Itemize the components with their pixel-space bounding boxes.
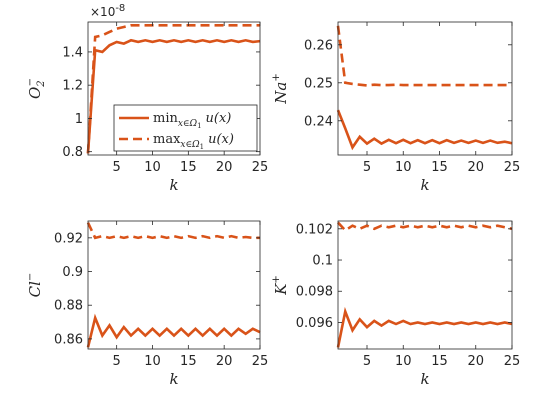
- y-axis-label-text: Na+: [271, 73, 290, 104]
- series-line-min: [336, 109, 513, 151]
- y-tick-label: 1.2: [62, 79, 83, 94]
- x-tick-label: 15: [431, 354, 448, 369]
- y-tick-label: 0.1: [312, 254, 333, 269]
- axes-box: [337, 220, 513, 350]
- y-exponent-label: ×10-8: [90, 3, 125, 19]
- series-line-min: [86, 313, 261, 348]
- y-axis-label-main: Cl: [26, 281, 44, 297]
- x-tick-label: 25: [504, 160, 521, 175]
- y-axis-label-sup: +: [271, 73, 282, 81]
- x-tick-label: 15: [180, 354, 197, 369]
- legend: minx∈Ω1 u(x)maxx∈Ω1 u(x): [113, 104, 258, 152]
- y-tick-label: 0.26: [304, 38, 333, 53]
- y-axis-label-text: Cl−: [25, 273, 44, 298]
- x-tick-label: 25: [252, 354, 269, 369]
- legend-box: [113, 104, 258, 152]
- y-axis-label-main: O: [26, 87, 44, 99]
- chart-panel-2: 5 10 15 20 25 0.24 0.25 0.26 k Na+: [271, 21, 521, 194]
- x-tick-label: 10: [395, 160, 412, 175]
- x-axis-label: k: [420, 370, 429, 388]
- y-tick-label: 0.9: [62, 265, 83, 280]
- x-tick-label: 5: [363, 160, 371, 175]
- y-axis-label: K+: [271, 275, 290, 296]
- y-axis-label: Na+: [271, 73, 290, 104]
- axes-box: [87, 220, 261, 350]
- plot-area: [338, 22, 512, 155]
- chart-panel-3: 5 10 15 20 25 0.86 0.88 0.9 0.92 k Cl−: [25, 220, 269, 388]
- legend-sub: x∈Ω: [178, 119, 198, 129]
- x-tick-label: 25: [504, 354, 521, 369]
- y-tick-label: 0.098: [296, 285, 333, 300]
- x-tick-label: 20: [216, 354, 233, 369]
- y-axis-label: O2−: [25, 78, 47, 99]
- y-axis-label-sup: −: [25, 78, 36, 86]
- series-line-max: [86, 222, 260, 240]
- legend-op: min: [153, 111, 178, 126]
- y-tick-label: 0.25: [304, 76, 333, 91]
- series-line-max: [86, 24, 260, 154]
- legend-subsub: 1: [197, 122, 201, 130]
- series-line-max: [337, 221, 513, 233]
- y-axis-label: Cl−: [25, 273, 44, 298]
- chart-panel-4: 5 10 15 20 25 0.096 0.098 0.1 0.102 k K+: [271, 220, 521, 388]
- y-axis-label-text: K+: [271, 275, 290, 296]
- x-tick-label: 5: [113, 354, 121, 369]
- y-tick-label: 0.86: [54, 332, 83, 347]
- y-axis-label-sub: 2: [36, 80, 47, 87]
- y-axis-label-main: Na: [272, 82, 290, 105]
- legend-label-max: maxx∈Ω1 u(x): [153, 132, 234, 151]
- y-tick-label: 0.096: [296, 316, 333, 331]
- y-exponent-base: ×10: [90, 5, 115, 19]
- x-tick-label: 15: [180, 160, 197, 175]
- legend-op: max: [153, 132, 181, 147]
- y-tick-label: 0.92: [54, 231, 83, 246]
- legend-expr: u(x): [208, 132, 234, 147]
- y-tick-label: 0.8: [62, 145, 83, 160]
- y-tick-label: 1.4: [62, 45, 83, 60]
- x-tick-label: 10: [144, 354, 161, 369]
- x-tick-label: 20: [467, 354, 484, 369]
- x-tick-label: 5: [363, 354, 371, 369]
- y-tick-label: 0.24: [304, 114, 333, 129]
- legend-label-min: minx∈Ω1 u(x): [153, 111, 231, 130]
- x-tick-label: 15: [431, 160, 448, 175]
- plot-area: [88, 221, 260, 349]
- y-exponent-power: -8: [115, 3, 125, 14]
- y-tick-label: 0.88: [54, 299, 83, 314]
- x-tick-label: 20: [467, 160, 484, 175]
- y-tick-label: 1: [75, 112, 83, 127]
- legend-sub: x∈Ω: [180, 140, 200, 150]
- y-axis-label-sup: −: [25, 273, 36, 281]
- x-axis-label: k: [169, 370, 178, 388]
- x-axis-label: k: [169, 176, 178, 194]
- x-tick-label: 20: [216, 160, 233, 175]
- x-tick-label: 25: [252, 160, 269, 175]
- x-tick-label: 5: [113, 160, 121, 175]
- plot-area: [338, 221, 512, 349]
- legend-expr: u(x): [206, 111, 232, 126]
- y-axis-label-text: O2−: [25, 78, 47, 99]
- x-tick-label: 10: [144, 160, 161, 175]
- legend-subsub: 1: [200, 143, 204, 151]
- y-axis-label-sup: +: [271, 275, 282, 283]
- series-line-min: [86, 38, 261, 154]
- axes-box: [87, 21, 261, 156]
- y-tick-label: 0.102: [296, 222, 333, 237]
- x-axis-label: k: [420, 176, 429, 194]
- y-axis-label-main: K: [272, 283, 290, 296]
- axes-box: [337, 21, 513, 156]
- series-line-min: [336, 306, 513, 348]
- x-tick-label: 10: [395, 354, 412, 369]
